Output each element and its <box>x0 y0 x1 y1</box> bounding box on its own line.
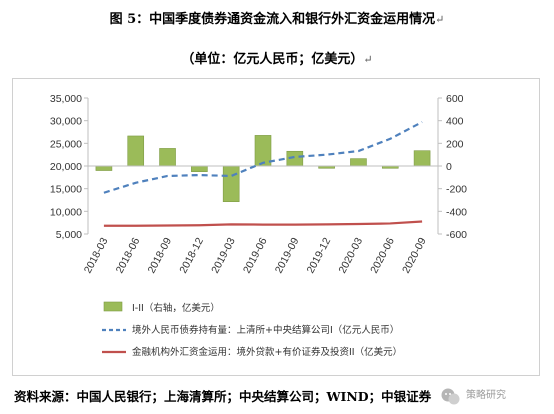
source-text: 资料来源：中国人民银行；上海清算所；中央结算公司；WIND；中银证券 <box>14 389 432 404</box>
category-label: 2019-09 <box>273 236 302 276</box>
right-tick-label: 0 <box>446 161 452 173</box>
left-tick-label: 15,000 <box>50 184 82 196</box>
left-tick-label: 10,000 <box>50 206 82 218</box>
bar-2020-03 <box>350 158 367 167</box>
legend-label-bar: I-II（右轴，亿美元） <box>132 302 220 314</box>
legend-label-red: 金融机构外汇资金运用：境外贷款+有价证券及投资II（亿美元） <box>132 346 402 358</box>
bar-2018-12 <box>191 165 208 172</box>
bar-2018-06 <box>127 135 145 167</box>
category-label: 2018-09 <box>146 236 175 276</box>
source-note: 资料来源：中国人民银行；上海清算所；中央结算公司；WIND；中银证券 <box>14 386 431 405</box>
chart-frame <box>12 78 540 376</box>
category-label: 2020-09 <box>400 236 429 276</box>
left-tick-label: 20,000 <box>50 161 82 173</box>
bar-2018-09 <box>159 148 176 167</box>
watermark: 策略研究 <box>440 384 550 410</box>
right-tick-label: -600 <box>446 229 467 241</box>
category-label: 2018-03 <box>82 236 111 276</box>
chart-subtitle-text: （单位：亿元人民币；亿美元） <box>181 52 364 67</box>
chart-title-text: 图 5：中国季度债券通资金流入和银行外汇资金运用情况 <box>109 12 436 27</box>
right-tick-label: 600 <box>446 93 464 105</box>
right-tick-label: -400 <box>446 206 467 218</box>
category-label: 2019-06 <box>241 236 270 276</box>
chart-subtitle: （单位：亿元人民币；亿美元）↵ <box>0 48 554 67</box>
legend-label-blue: 境外人民币债券持有量：上清所+中央结算公司I（亿元人民币） <box>132 324 399 336</box>
legend-swatch-bar <box>103 301 123 312</box>
left-tick-label: 25,000 <box>50 138 82 150</box>
chart-title: 图 5：中国季度债券通资金流入和银行外汇资金运用情况↵ <box>0 8 554 27</box>
category-label: 2020-03 <box>336 236 365 276</box>
right-tick-label: 400 <box>446 116 464 128</box>
bar-2020-09 <box>413 150 431 167</box>
wechat-icon <box>441 388 460 405</box>
series-line-fx-usage <box>103 220 423 227</box>
right-tick-label: 200 <box>446 138 464 150</box>
chart: 35,000 30,000 25,000 20,000 15,000 10,000 5,00… <box>50 93 467 358</box>
series-line-bond-holdings <box>103 121 423 194</box>
category-label: 2019-12 <box>305 236 334 276</box>
category-label: 2018-06 <box>114 236 143 276</box>
category-label: 2020-06 <box>368 236 397 276</box>
left-tick-label: 35,000 <box>50 93 82 105</box>
watermark-text: 策略研究 <box>466 390 506 401</box>
bar-2018-03 <box>95 165 113 171</box>
left-tick-label: 30,000 <box>50 116 82 128</box>
left-tick-label: 5,000 <box>56 229 82 241</box>
right-tick-label: -200 <box>446 184 467 196</box>
category-label: 2019-03 <box>209 236 238 276</box>
return-mark-icon: ↵ <box>363 53 373 66</box>
bar-2019-03 <box>222 165 240 203</box>
bar-2019-06 <box>254 135 272 167</box>
category-label: 2018-12 <box>177 236 206 276</box>
return-mark-icon: ↵ <box>435 13 445 26</box>
